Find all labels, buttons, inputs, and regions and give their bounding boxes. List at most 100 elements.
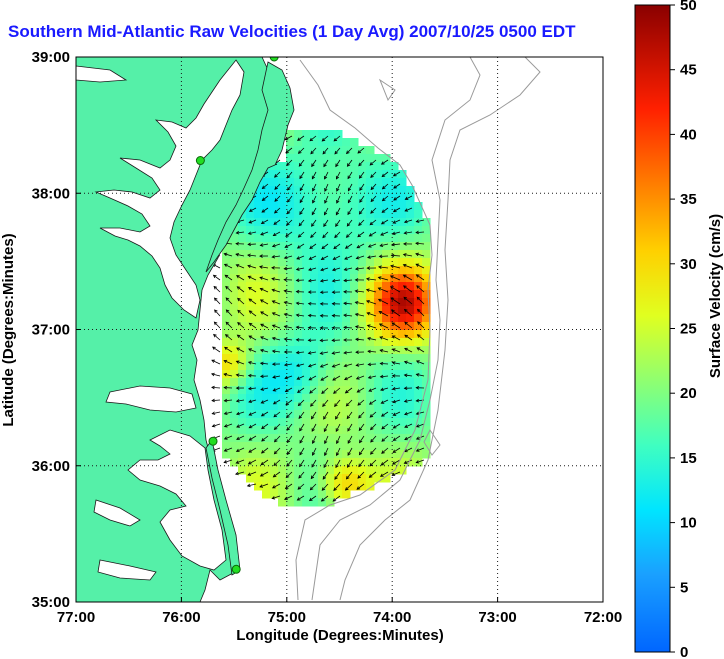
- velocity-cell: [302, 434, 311, 443]
- velocity-arrow: [357, 399, 365, 406]
- velocity-cell: [318, 306, 327, 315]
- velocity-cell: [238, 418, 247, 427]
- velocity-cell: [286, 290, 295, 299]
- velocity-arrowhead: [336, 199, 340, 204]
- velocity-arrowhead: [260, 336, 264, 340]
- velocity-arrowhead: [246, 483, 251, 488]
- velocity-arrowhead: [403, 242, 407, 246]
- velocity-arrowhead: [271, 300, 276, 304]
- velocity-arrowhead: [308, 497, 313, 502]
- velocity-arrow: [299, 207, 305, 215]
- velocity-arrowhead: [247, 461, 252, 465]
- velocity-cell: [318, 210, 327, 219]
- velocity-cell: [294, 194, 303, 203]
- velocity-cell: [318, 178, 327, 187]
- velocity-arrow: [370, 423, 377, 430]
- velocity-cell: [350, 482, 359, 491]
- bathymetry-contour-4: [378, 78, 396, 102]
- velocity-cell: [262, 410, 271, 419]
- velocity-cell: [366, 290, 375, 299]
- velocity-cell: [406, 258, 415, 267]
- velocity-cell: [382, 346, 391, 355]
- velocity-arrowhead: [380, 462, 385, 466]
- velocity-cell: [270, 290, 279, 299]
- velocity-cell: [310, 194, 319, 203]
- velocity-arrowhead: [379, 473, 384, 477]
- velocity-cell: [286, 346, 295, 355]
- velocity-cell: [222, 242, 231, 251]
- velocity-cell: [422, 242, 431, 251]
- velocity-arrow: [359, 195, 365, 203]
- velocity-arrowhead: [224, 274, 229, 279]
- velocity-arrow: [237, 309, 245, 317]
- velocity-cell: [398, 370, 407, 379]
- velocity-cell: [334, 418, 343, 427]
- velocity-cell: [422, 250, 431, 259]
- velocity-cell: [422, 330, 431, 339]
- velocity-arrow: [284, 363, 293, 366]
- velocity-arrowhead: [368, 388, 373, 392]
- velocity-cell: [278, 210, 287, 219]
- velocity-arrow: [369, 411, 377, 418]
- velocity-arrowhead: [211, 385, 215, 390]
- velocity-cell: [286, 338, 295, 347]
- velocity-cell: [286, 258, 295, 267]
- velocity-arrow: [378, 311, 389, 317]
- velocity-arrow: [274, 423, 281, 430]
- velocity-arrow: [346, 399, 353, 407]
- velocity-arrow: [336, 171, 341, 180]
- velocity-arrowhead: [311, 163, 315, 168]
- velocity-cell: [294, 154, 303, 163]
- velocity-cell: [278, 498, 287, 507]
- velocity-arrowhead: [333, 487, 337, 492]
- velocity-arrowhead: [223, 398, 228, 403]
- velocity-cell: [406, 354, 415, 363]
- velocity-arrowhead: [299, 439, 303, 444]
- velocity-cell: [398, 202, 407, 211]
- velocity-cell: [286, 490, 295, 499]
- velocity-cell: [246, 474, 255, 483]
- velocity-cell: [414, 450, 423, 459]
- velocity-cell: [374, 394, 383, 403]
- velocity-arrowhead: [235, 264, 240, 268]
- velocity-cell: [310, 314, 319, 323]
- velocity-cell: [270, 338, 279, 347]
- velocity-arrow: [260, 471, 269, 477]
- velocity-cell: [222, 418, 231, 427]
- velocity-arrow: [247, 254, 257, 257]
- velocity-arrowhead: [366, 266, 371, 270]
- velocity-cell: [334, 490, 343, 499]
- velocity-cell: [358, 338, 367, 347]
- velocity-arrow: [211, 373, 221, 377]
- velocity-cell: [278, 346, 287, 355]
- velocity-arrow: [380, 387, 389, 391]
- velocity-cell: [374, 370, 383, 379]
- velocity-cell: [414, 418, 423, 427]
- map-grid: [76, 57, 603, 602]
- velocity-arrowhead: [297, 486, 302, 490]
- velocity-arrow: [404, 347, 413, 353]
- velocity-arrowhead: [247, 373, 252, 378]
- velocity-cell: [374, 458, 383, 467]
- velocity-arrow: [312, 195, 317, 204]
- velocity-arrow: [224, 423, 233, 427]
- velocity-arrow: [324, 447, 329, 456]
- velocity-cell: [342, 314, 351, 323]
- velocity-arrowhead: [296, 497, 301, 501]
- velocity-cell: [270, 362, 279, 371]
- velocity-cell: [310, 354, 319, 363]
- velocity-arrow: [335, 207, 341, 215]
- velocity-arrow: [393, 423, 401, 429]
- velocity-cell: [262, 474, 271, 483]
- velocity-cell: [334, 282, 343, 291]
- velocity-cell: [294, 490, 303, 499]
- velocity-arrow: [347, 159, 353, 167]
- velocity-arrow: [390, 275, 401, 281]
- velocity-arrowhead: [416, 308, 421, 313]
- velocity-cell: [286, 418, 295, 427]
- velocity-arrow: [322, 147, 329, 155]
- velocity-cell: [382, 338, 391, 347]
- velocity-cell: [382, 378, 391, 387]
- velocity-arrowhead: [331, 338, 336, 343]
- velocity-cell: [262, 434, 271, 443]
